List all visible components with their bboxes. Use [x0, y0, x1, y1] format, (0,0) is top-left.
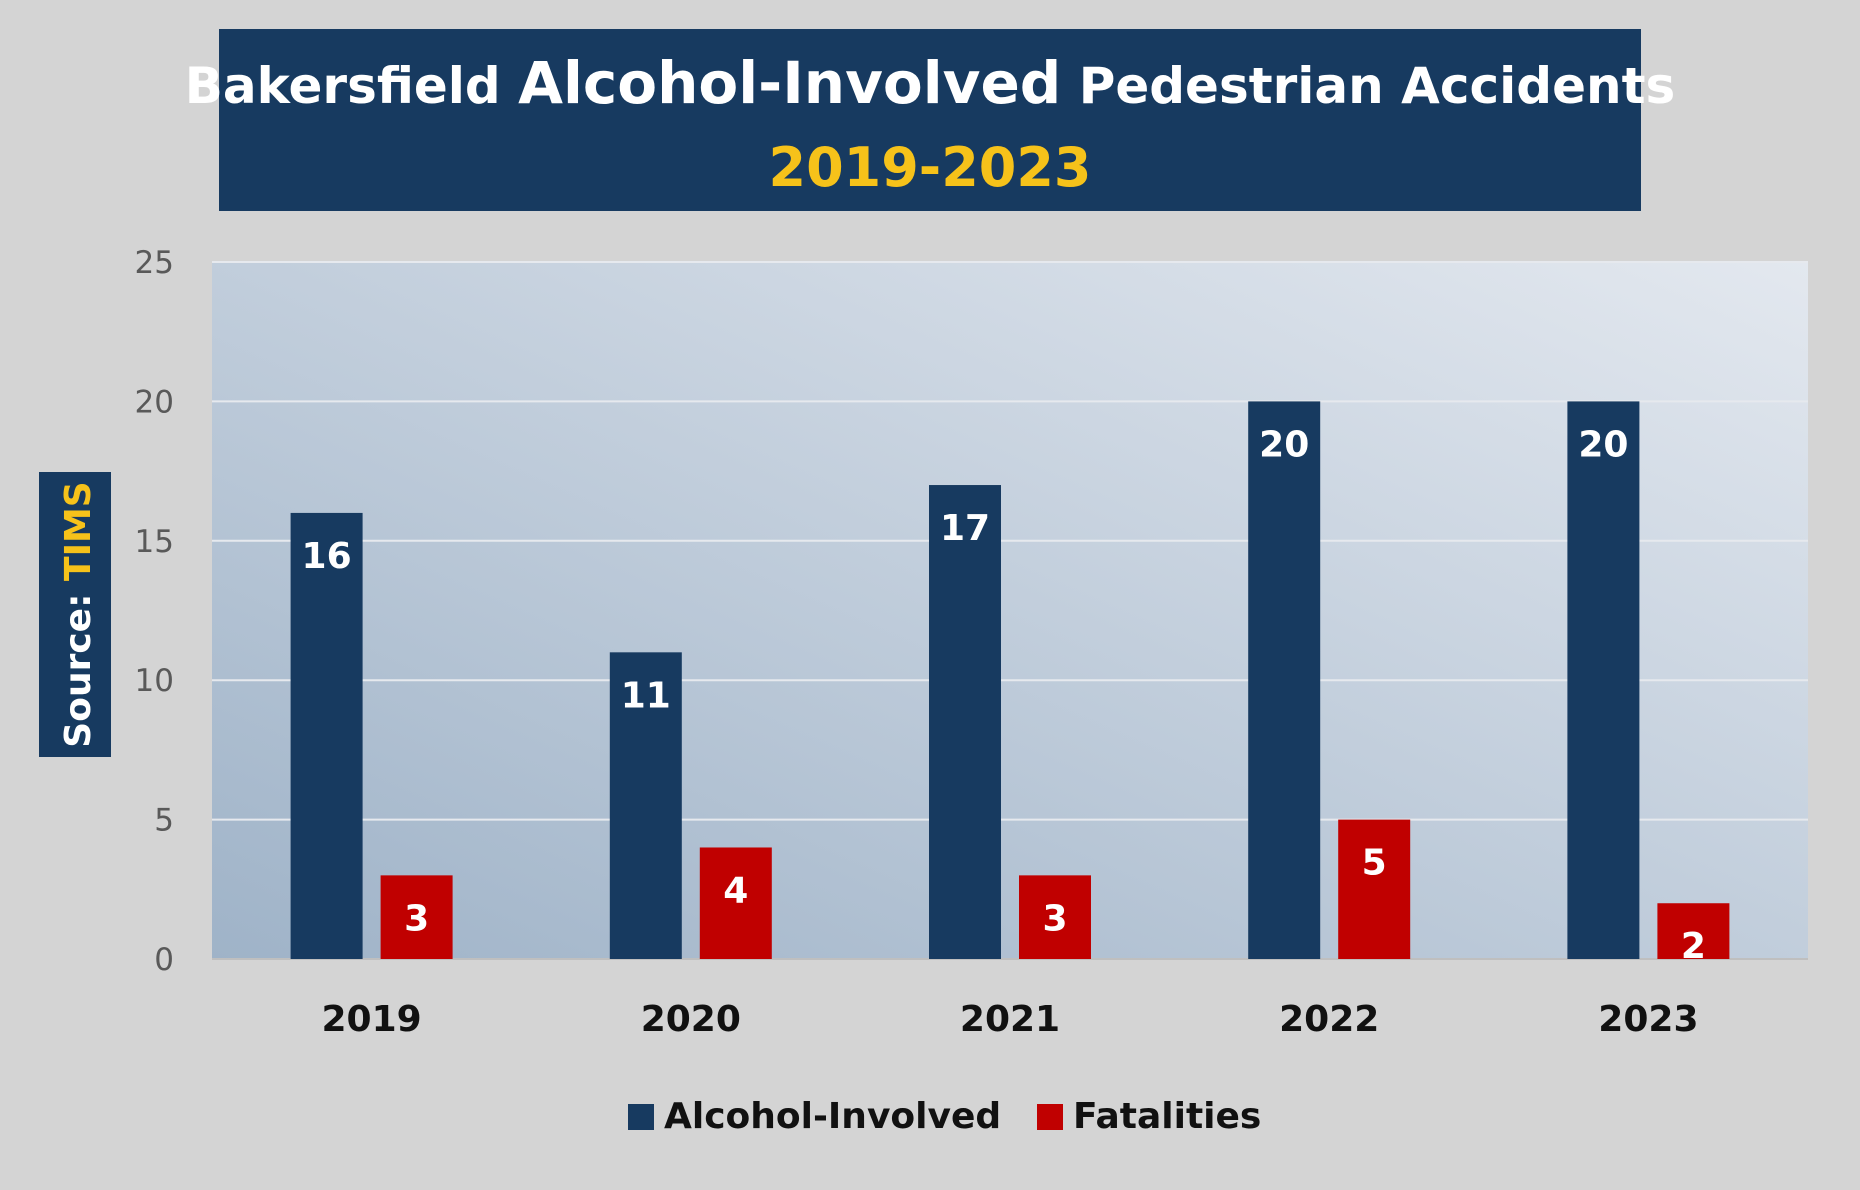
bar-fatalities-2019 [380, 875, 453, 959]
chart-title-part1: Bakersfield [185, 57, 518, 115]
bar-fatalities-2023 [1657, 903, 1730, 959]
data-labels: 16 11 17 20 20 3 4 3 5 2 [302, 424, 1706, 967]
data-label: 5 [1362, 843, 1387, 884]
x-tick-label: 2019 [321, 999, 421, 1040]
bar-alcohol-involved-2022 [1248, 401, 1321, 959]
y-tick-label: 20 [135, 384, 174, 420]
y-tick-label: 25 [135, 245, 174, 281]
plot-area [212, 262, 1808, 959]
chart-subtitle: 2019-2023 [769, 136, 1092, 199]
bar-alcohol-involved-2019 [290, 512, 363, 959]
x-axis: 2019 2020 2021 2022 2023 [321, 999, 1698, 1040]
x-tick-label: 2022 [1279, 999, 1379, 1040]
legend-swatch [1037, 1104, 1063, 1130]
chart-title: Bakersfield Alcohol-Involved Pedestrian … [185, 49, 1676, 117]
bar-fatalities-2020 [699, 847, 772, 959]
bar-fatalities-2021 [1019, 875, 1091, 959]
data-label: 20 [1259, 424, 1309, 465]
data-label: 3 [1042, 898, 1067, 939]
bar-alcohol-involved-2021 [929, 485, 1001, 959]
data-label: 3 [404, 898, 429, 939]
data-label: 11 [621, 675, 671, 716]
y-tick-label: 15 [135, 524, 174, 560]
bar-fatalities-2022 [1338, 819, 1411, 959]
chart-title-part3: Pedestrian Accidents [1061, 57, 1675, 115]
y-tick-label: 0 [154, 942, 174, 978]
bars [290, 401, 1730, 959]
legend: Alcohol-Involved Fatalities [628, 1096, 1261, 1137]
title-box [219, 29, 1641, 211]
gridlines [212, 261, 1808, 960]
data-label: 20 [1578, 424, 1628, 465]
y-tick-label: 10 [135, 663, 174, 699]
y-axis: 0 5 10 15 20 25 [135, 245, 174, 978]
y-tick-label: 5 [154, 803, 174, 839]
source-box [39, 472, 111, 757]
legend-label: Alcohol-Involved [664, 1096, 1001, 1137]
x-tick-label: 2023 [1598, 999, 1698, 1040]
data-label: 16 [302, 536, 352, 577]
x-tick-label: 2020 [641, 999, 741, 1040]
x-tick-label: 2021 [960, 999, 1060, 1040]
legend-swatch [628, 1104, 654, 1130]
legend-label: Fatalities [1073, 1096, 1261, 1137]
source-label: Source: TIMS [58, 481, 99, 747]
chart-title-emphasis: Alcohol-Involved [518, 49, 1061, 117]
source-value: TIMS [58, 481, 99, 581]
source-prefix: Source: [58, 581, 99, 748]
data-label: 4 [723, 870, 748, 911]
bar-alcohol-involved-2023 [1567, 401, 1640, 959]
bar-alcohol-involved-2020 [609, 652, 682, 959]
data-label: 2 [1681, 926, 1706, 967]
data-label: 17 [940, 508, 990, 549]
